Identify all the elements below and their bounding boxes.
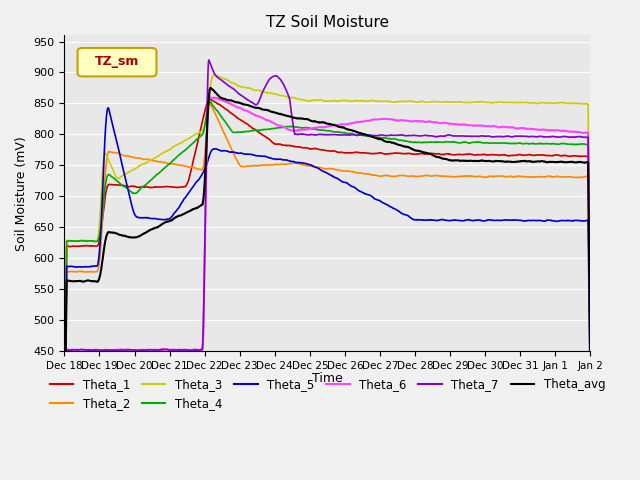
Theta_7 bbox=[424, 132, 431, 138]
Theta_4 bbox=[553, 141, 561, 147]
Theta_1 bbox=[553, 152, 561, 158]
Theta_5 bbox=[299, 160, 307, 166]
Theta_4 bbox=[206, 98, 214, 104]
Theta_avg bbox=[424, 150, 431, 156]
Theta_4 bbox=[299, 125, 307, 131]
Theta_4 bbox=[61, 420, 68, 426]
Theta_5 bbox=[155, 216, 163, 222]
Line: Theta_3: Theta_3 bbox=[65, 75, 591, 422]
Theta_1 bbox=[61, 422, 68, 428]
Theta_avg bbox=[207, 85, 214, 91]
Theta_4 bbox=[70, 238, 78, 244]
Line: Theta_5: Theta_5 bbox=[65, 108, 591, 436]
Line: Theta_avg: Theta_avg bbox=[65, 88, 591, 444]
Theta_3 bbox=[587, 347, 595, 352]
Theta_5 bbox=[587, 408, 595, 414]
Theta_1 bbox=[424, 151, 431, 157]
Theta_2 bbox=[330, 167, 338, 172]
Theta_4 bbox=[424, 140, 431, 145]
Theta_5 bbox=[330, 174, 338, 180]
Theta_avg bbox=[553, 159, 561, 165]
Theta_4 bbox=[330, 129, 338, 135]
Line: Theta_7: Theta_7 bbox=[65, 60, 591, 480]
Theta_3 bbox=[70, 238, 78, 244]
Theta_1 bbox=[205, 96, 213, 102]
Theta_3 bbox=[61, 420, 68, 425]
Theta_6 bbox=[205, 87, 212, 93]
Theta_5 bbox=[61, 433, 68, 439]
Theta_3 bbox=[210, 72, 218, 78]
Title: TZ Soil Moisture: TZ Soil Moisture bbox=[266, 15, 389, 30]
Theta_4 bbox=[587, 369, 595, 374]
Theta_2 bbox=[61, 436, 68, 442]
Theta_avg bbox=[155, 224, 163, 229]
Theta_7 bbox=[587, 364, 595, 370]
Theta_3 bbox=[155, 153, 163, 159]
Theta_1 bbox=[70, 243, 78, 249]
Theta_6 bbox=[155, 347, 163, 353]
Theta_avg bbox=[587, 378, 595, 384]
Theta_2 bbox=[424, 173, 431, 179]
Theta_2 bbox=[299, 162, 307, 168]
Theta_5 bbox=[70, 264, 78, 270]
Theta_6 bbox=[70, 348, 78, 353]
Theta_5 bbox=[553, 218, 561, 224]
Theta_1 bbox=[587, 374, 595, 380]
Theta_7 bbox=[299, 132, 307, 137]
Line: Theta_4: Theta_4 bbox=[65, 101, 591, 423]
Theta_1 bbox=[299, 145, 307, 151]
Theta_avg bbox=[330, 122, 338, 128]
Line: Theta_2: Theta_2 bbox=[65, 104, 591, 439]
Theta_2 bbox=[155, 159, 163, 165]
Theta_6 bbox=[299, 127, 307, 132]
Theta_7 bbox=[70, 347, 78, 352]
Text: TZ_sm: TZ_sm bbox=[95, 55, 139, 68]
Theta_2 bbox=[70, 269, 78, 275]
Theta_4 bbox=[155, 170, 163, 176]
Theta_3 bbox=[299, 97, 307, 103]
Theta_5 bbox=[104, 105, 112, 111]
Theta_avg bbox=[61, 441, 68, 447]
Theta_6 bbox=[61, 478, 68, 480]
X-axis label: Time: Time bbox=[312, 372, 343, 385]
Y-axis label: Soil Moisture (mV): Soil Moisture (mV) bbox=[15, 136, 28, 251]
Theta_avg bbox=[299, 116, 307, 121]
Theta_7 bbox=[155, 347, 163, 353]
Theta_7 bbox=[61, 478, 68, 480]
Theta_6 bbox=[424, 119, 431, 125]
Theta_2 bbox=[587, 385, 595, 391]
Line: Theta_1: Theta_1 bbox=[65, 99, 591, 425]
Theta_6 bbox=[553, 128, 561, 133]
Theta_3 bbox=[553, 100, 561, 106]
Theta_2 bbox=[553, 173, 561, 179]
Theta_7 bbox=[330, 132, 338, 138]
Theta_1 bbox=[330, 148, 338, 154]
Theta_1 bbox=[155, 184, 163, 190]
Theta_avg bbox=[70, 278, 78, 284]
Theta_5 bbox=[424, 217, 431, 223]
Theta_2 bbox=[206, 101, 214, 107]
Theta_7 bbox=[205, 57, 212, 63]
Theta_7 bbox=[553, 134, 561, 140]
Theta_3 bbox=[330, 98, 338, 104]
Theta_3 bbox=[424, 99, 431, 105]
Legend: Theta_1, Theta_2, Theta_3, Theta_4, Theta_5, Theta_6, Theta_7, Theta_avg: Theta_1, Theta_2, Theta_3, Theta_4, Thet… bbox=[45, 373, 610, 415]
Line: Theta_6: Theta_6 bbox=[65, 90, 591, 480]
FancyBboxPatch shape bbox=[77, 48, 156, 76]
Theta_6 bbox=[587, 362, 595, 368]
Theta_6 bbox=[330, 122, 338, 128]
